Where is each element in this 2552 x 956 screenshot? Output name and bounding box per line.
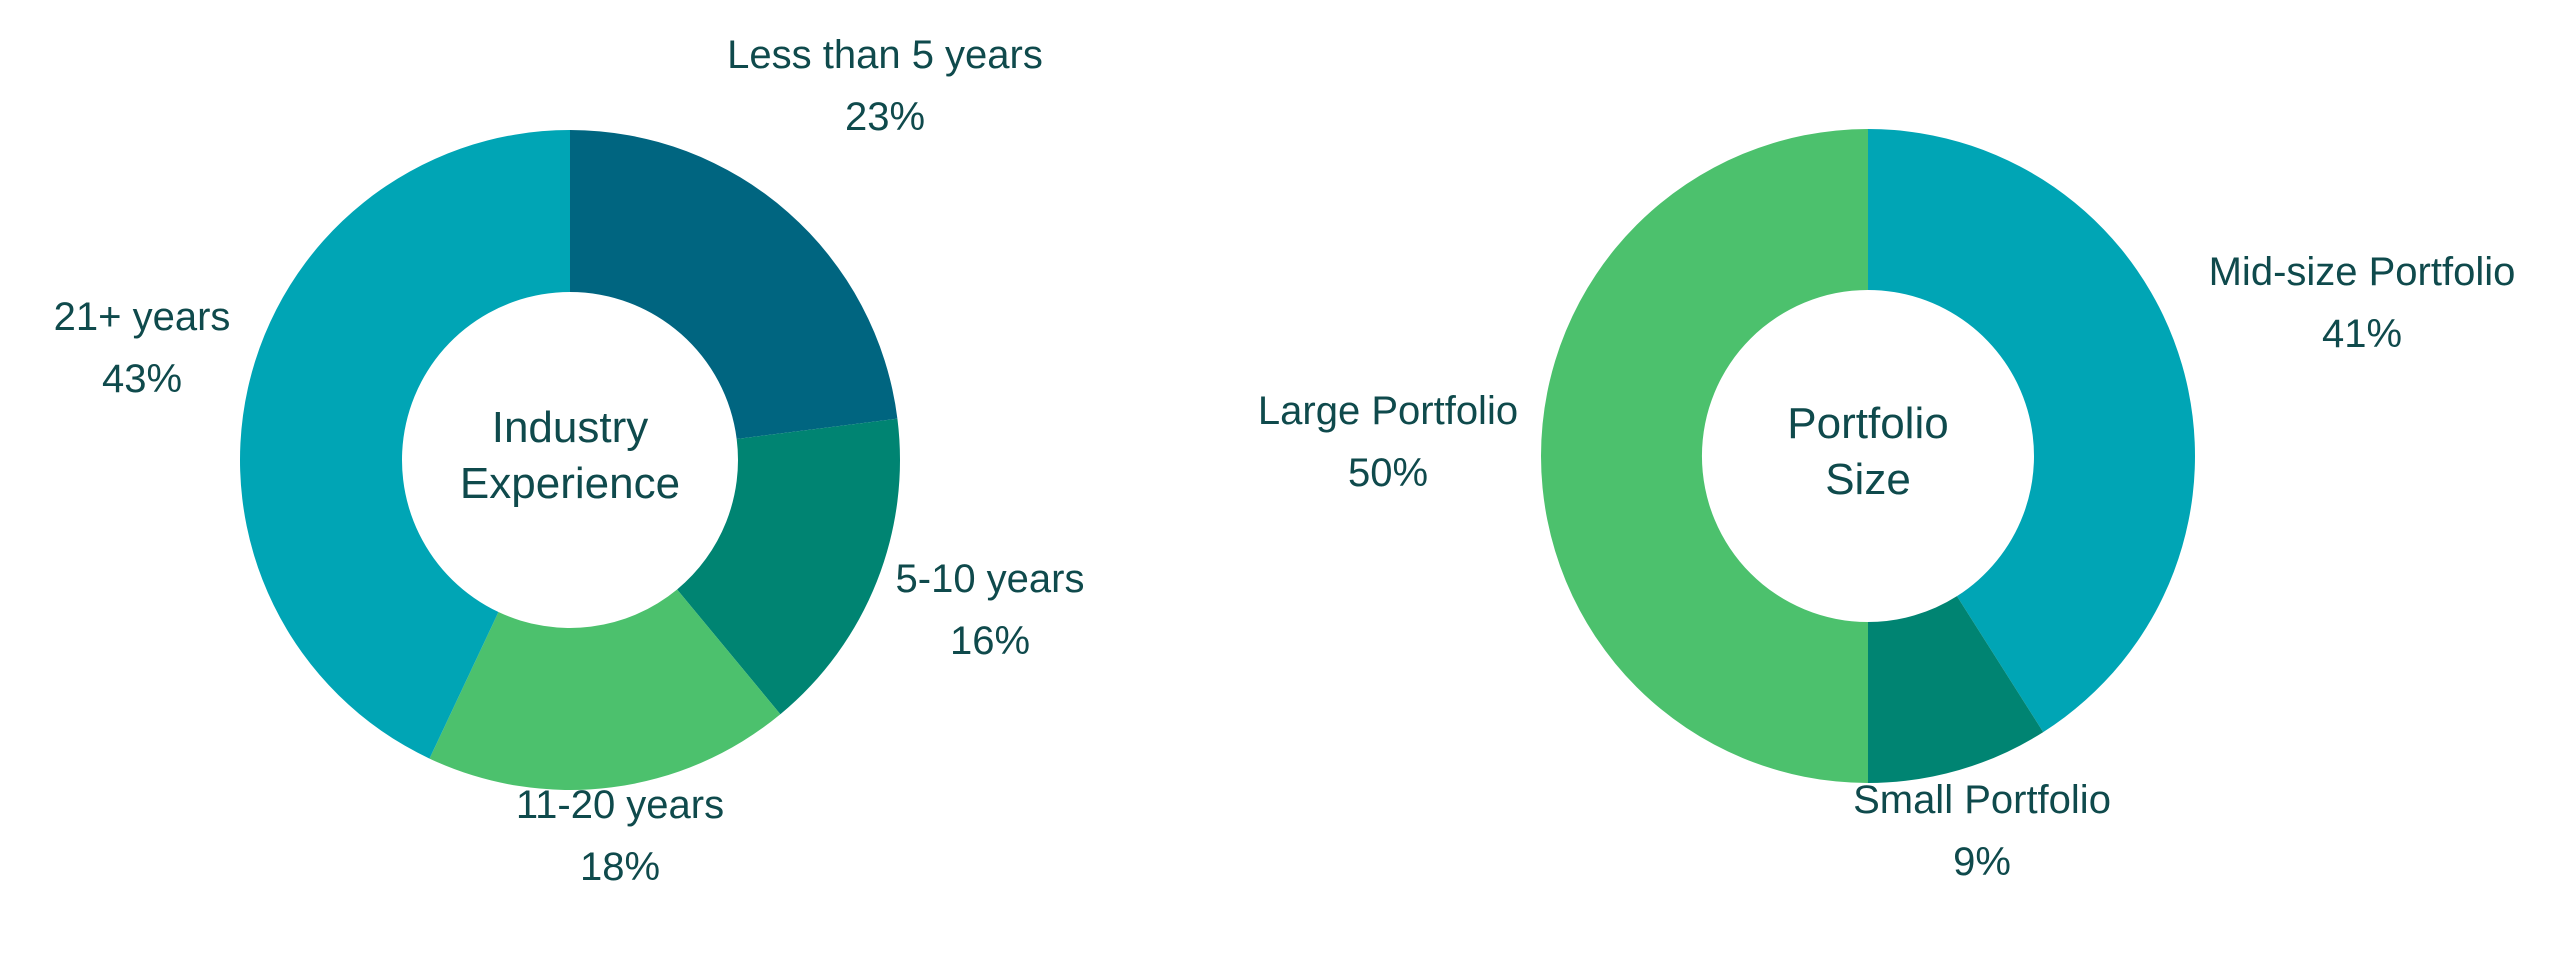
slice-label: 11-20 years	[516, 783, 724, 827]
slice-less-than-5-years	[570, 130, 898, 439]
slice-value-label: 18%	[580, 845, 660, 889]
slice-value-label: 9%	[1953, 840, 2011, 884]
slice-label: Less than 5 years	[727, 33, 1043, 77]
slice-value-label: 50%	[1348, 451, 1428, 495]
slice-large-portfolio	[1541, 129, 1868, 783]
slice-mid-size-portfolio	[1868, 129, 2195, 733]
slice-small-portfolio	[1868, 596, 2044, 783]
slice-5-10-years	[677, 418, 900, 715]
center-label: Size	[1825, 455, 1911, 504]
portfolio-size-chart: Mid-size Portfolio 41% Small Portfolio 9% La…	[1258, 129, 2515, 884]
slice-label: Mid-size Portfolio	[2209, 250, 2516, 294]
slice-11-20-years	[429, 589, 781, 790]
center-label: Portfolio	[1787, 399, 1948, 448]
slice-label: Large Portfolio	[1258, 389, 1518, 433]
center-label: Industry	[492, 403, 649, 452]
slice-label: 21+ years	[54, 295, 231, 339]
slice-value-label: 43%	[102, 357, 182, 401]
slice-value-label: 41%	[2322, 312, 2402, 356]
center-label: Experience	[460, 459, 680, 508]
industry-experience-chart: Less than 5 years 23% 5-10 years 16% 11-20 y…	[54, 33, 1085, 889]
slice-value-label: 16%	[950, 619, 1030, 663]
slice-label: Small Portfolio	[1853, 778, 2111, 822]
slice-label: 5-10 years	[896, 557, 1085, 601]
slice-21-years	[240, 130, 570, 759]
slice-value-label: 23%	[845, 95, 925, 139]
